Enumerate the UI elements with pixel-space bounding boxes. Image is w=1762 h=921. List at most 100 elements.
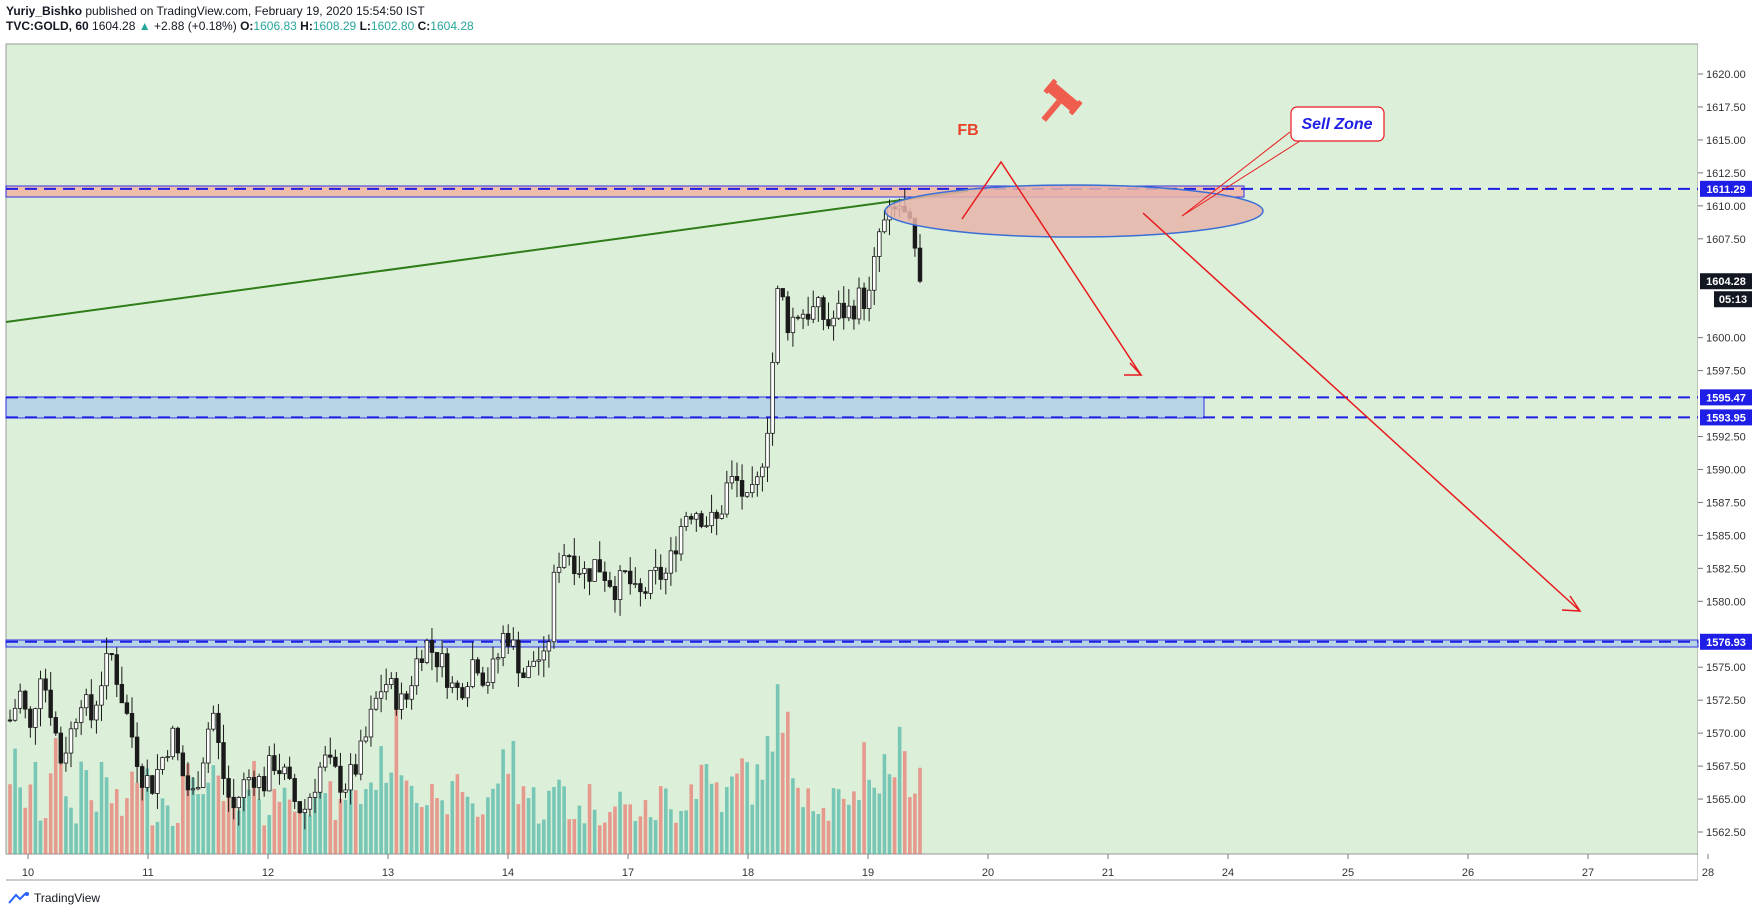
candle-up [694, 513, 699, 520]
volume-bar-down [394, 706, 399, 854]
volume-bar-down [150, 825, 155, 854]
volume-bar-up [592, 809, 597, 854]
candle-up [816, 297, 821, 308]
candle-down [216, 712, 221, 743]
current-price-tag [1700, 273, 1752, 290]
volume-bar-down [186, 763, 190, 854]
target-arrow-line[interactable] [1142, 212, 1581, 612]
candle-up [511, 639, 516, 647]
candle-up [104, 653, 109, 687]
x-tick-label: 10 [22, 867, 34, 879]
candle-up [165, 756, 170, 759]
volume-bar-up [425, 805, 429, 854]
volume-bar-up [562, 786, 566, 854]
volume-bar-down [28, 784, 33, 854]
volume-bar-up [531, 787, 536, 854]
volume-bar-down [892, 777, 897, 854]
plot-area[interactable] [5, 43, 1699, 855]
sell-zone-callout[interactable] [1290, 106, 1385, 142]
candle-down [445, 653, 450, 688]
bottom-zone[interactable] [5, 639, 1699, 648]
volume-bar-down [175, 822, 180, 854]
support-zone[interactable] [5, 396, 1205, 419]
x-tick-label: 13 [382, 867, 394, 879]
volume-bar-down [587, 784, 592, 854]
volume-bar-down [806, 788, 810, 854]
x-axis-ticks: 10 11 12 13 14 17 18 19 20 21 24 25 26 27 28 [22, 854, 1714, 879]
volume-bar-down [333, 820, 338, 854]
candle-down [572, 555, 577, 575]
trend-line[interactable] [5, 190, 969, 323]
volume-bar-down [689, 784, 694, 854]
target-arrowhead [1561, 595, 1582, 612]
volume-bar-up [857, 799, 861, 854]
resistance-zone[interactable] [5, 185, 1245, 198]
candle-down [185, 775, 191, 791]
candle-up [526, 665, 531, 679]
candle-down [261, 776, 267, 792]
candle-down [175, 727, 180, 754]
candle-down [272, 755, 277, 771]
volume-bar-up [308, 815, 312, 854]
volume-bar-down [328, 781, 333, 854]
high-label: H: [300, 19, 313, 33]
candle-up [836, 302, 841, 319]
volume-bar-up [165, 805, 170, 854]
volume-bar-down [608, 812, 612, 854]
volume-bar-up [536, 823, 541, 854]
volume-bar-up [501, 749, 505, 854]
sell-zone-ellipse[interactable] [884, 184, 1264, 238]
candle-up [211, 712, 216, 730]
y-tick-label: 1562.50 [1706, 827, 1746, 839]
candle-up [12, 707, 18, 721]
volume-bar-down [506, 773, 511, 854]
volume-bar-down [918, 767, 922, 854]
volume-bar-up [13, 748, 17, 854]
candle-up [683, 516, 689, 527]
candle-down [7, 719, 13, 722]
candle-up [678, 526, 684, 555]
volume-bar-down [902, 751, 907, 854]
candle-down [139, 766, 145, 788]
volume-bar-up [104, 777, 109, 854]
volume-bar-up [196, 794, 200, 854]
volume-bar-down [221, 801, 226, 854]
volume-bar-up [745, 762, 749, 854]
x-tick-label: 12 [262, 867, 274, 879]
candle-down [826, 319, 831, 327]
volume-bar-up [847, 804, 851, 854]
candle-up [84, 694, 89, 709]
level-price-tag [1700, 633, 1752, 650]
gavel-icon [1041, 79, 1083, 122]
symbol-label[interactable]: TVC:GOLD, 60 [6, 19, 89, 33]
low-label: L: [359, 19, 371, 33]
candle-up [302, 808, 308, 814]
volume-bar-up [872, 787, 877, 854]
volume-bar-up [582, 823, 587, 854]
chart-header: Yuriy_Bishko published on TradingView.co… [6, 4, 474, 34]
candle-down [521, 672, 526, 679]
candle-up [709, 511, 714, 527]
candle-down [292, 778, 297, 802]
volume-bar-down [114, 789, 119, 854]
volume-bar-up [684, 810, 688, 854]
volume-bar-up [364, 789, 368, 854]
candle-down [506, 632, 511, 647]
volume-bar-down [613, 806, 617, 854]
horizontal-levels [6, 187, 1698, 643]
candle-down [129, 713, 135, 738]
candle-down [455, 682, 460, 688]
x-tick-label: 17 [622, 867, 634, 879]
volume-bar-up [84, 770, 89, 854]
candle-down [297, 801, 302, 814]
volume-bar-down [460, 792, 465, 854]
fb-arrow-path[interactable] [961, 160, 1142, 376]
candle-up [800, 313, 806, 319]
candle-up [38, 678, 43, 710]
volume-bar-down [780, 732, 785, 854]
author-name[interactable]: Yuriy_Bishko [6, 4, 83, 18]
x-tick-label: 19 [862, 867, 874, 879]
volume-bar-up [648, 817, 653, 854]
tradingview-footer[interactable]: TradingView [8, 891, 100, 905]
